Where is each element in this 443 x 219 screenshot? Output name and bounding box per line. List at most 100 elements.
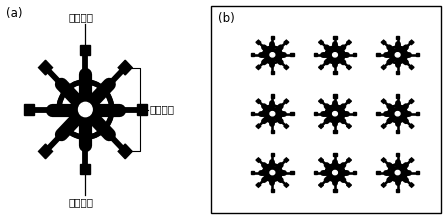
Polygon shape [314,171,317,174]
Polygon shape [256,65,261,70]
Circle shape [331,110,339,117]
Polygon shape [346,124,351,128]
Polygon shape [381,65,386,70]
Polygon shape [291,112,294,115]
Polygon shape [319,40,323,44]
Polygon shape [271,36,274,39]
Polygon shape [271,71,274,74]
Polygon shape [376,171,380,174]
Polygon shape [333,153,337,156]
Circle shape [270,53,275,57]
Polygon shape [256,158,261,162]
Polygon shape [346,99,351,103]
Polygon shape [271,94,274,98]
Polygon shape [256,99,261,103]
Polygon shape [291,171,294,174]
Circle shape [78,102,92,117]
Polygon shape [251,112,254,115]
Polygon shape [333,130,337,133]
Polygon shape [396,189,399,192]
Polygon shape [39,144,53,159]
Polygon shape [376,53,380,56]
Polygon shape [284,40,289,44]
Polygon shape [319,124,323,128]
Polygon shape [319,99,323,103]
Circle shape [395,53,400,57]
Polygon shape [314,53,317,56]
Circle shape [393,110,402,117]
Polygon shape [81,164,90,174]
Circle shape [393,51,402,58]
Polygon shape [314,112,317,115]
Polygon shape [346,40,351,44]
Polygon shape [353,171,357,174]
Polygon shape [396,36,399,39]
Polygon shape [81,45,90,55]
Polygon shape [409,99,414,103]
Polygon shape [381,124,386,128]
Polygon shape [256,40,261,44]
Circle shape [268,51,276,58]
Polygon shape [376,112,380,115]
Text: (b): (b) [218,12,234,25]
Polygon shape [118,60,132,75]
Polygon shape [137,104,147,115]
Polygon shape [256,124,261,128]
Circle shape [331,169,339,176]
Polygon shape [333,71,337,74]
Polygon shape [24,104,34,115]
Polygon shape [271,153,274,156]
Polygon shape [409,183,414,187]
Polygon shape [284,158,289,162]
Polygon shape [333,36,337,39]
Polygon shape [416,171,419,174]
Circle shape [270,170,275,175]
Polygon shape [381,99,386,103]
Polygon shape [416,53,419,56]
Polygon shape [251,53,254,56]
Polygon shape [409,40,414,44]
Polygon shape [284,124,289,128]
Polygon shape [346,65,351,70]
Text: 工作电极: 工作电极 [150,104,175,115]
Polygon shape [381,183,386,187]
Polygon shape [251,171,254,174]
Polygon shape [396,94,399,98]
Polygon shape [319,183,323,187]
Polygon shape [409,124,414,128]
Circle shape [333,53,338,57]
Polygon shape [353,53,357,56]
Polygon shape [381,158,386,162]
Polygon shape [256,183,261,187]
Polygon shape [291,53,294,56]
Polygon shape [39,60,53,75]
Polygon shape [346,158,351,162]
Polygon shape [353,112,357,115]
Polygon shape [284,183,289,187]
Polygon shape [416,112,419,115]
Circle shape [395,111,400,116]
Polygon shape [381,40,386,44]
Circle shape [331,51,339,58]
Polygon shape [284,65,289,70]
Text: (a): (a) [6,7,23,19]
Polygon shape [284,99,289,103]
Circle shape [395,170,400,175]
Circle shape [393,169,402,176]
Polygon shape [409,65,414,70]
Polygon shape [118,144,132,159]
Polygon shape [271,189,274,192]
Polygon shape [346,183,351,187]
Polygon shape [319,65,323,70]
Polygon shape [271,130,274,133]
Polygon shape [396,153,399,156]
Text: 参比电极: 参比电极 [69,12,94,22]
Polygon shape [333,189,337,192]
Circle shape [74,97,97,122]
Circle shape [333,111,338,116]
Circle shape [333,170,338,175]
Polygon shape [333,94,337,98]
Circle shape [268,169,276,176]
Polygon shape [396,71,399,74]
Polygon shape [396,130,399,133]
